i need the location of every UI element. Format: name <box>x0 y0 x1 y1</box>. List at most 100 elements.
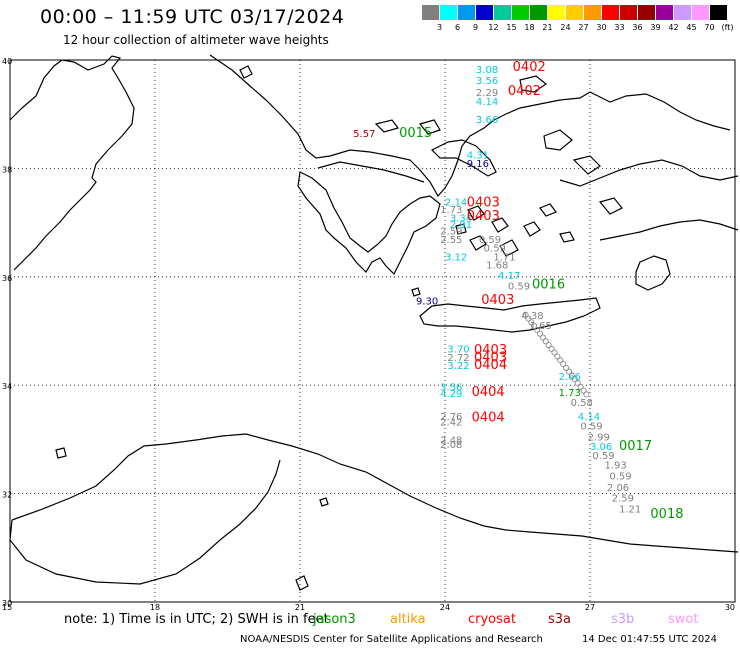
legend-label: 39 <box>650 23 661 32</box>
legend-label: 27 <box>578 23 589 32</box>
wave-height-observations: 3.083.562.294.143.665.574.319.162.141.73… <box>353 65 641 516</box>
wave-height-label: 1.21 <box>619 505 641 516</box>
track-mark <box>574 380 581 387</box>
footer-timestamp: 14 Dec 01:47:55 UTC 2024 <box>582 634 717 645</box>
track-mark <box>560 361 567 368</box>
legend-label: 21 <box>542 23 553 32</box>
legend-swatch <box>584 5 601 20</box>
pass-id-label: 0403 <box>474 350 507 365</box>
wave-height-label: 1.73 <box>440 205 462 216</box>
pass-id-label: 0404 <box>472 385 505 400</box>
chart-title: 00:00 – 11:59 UTC 03/17/2024 <box>40 6 345 28</box>
pass-id-label: 0403 <box>467 195 500 210</box>
wave-height-label: 0.59 <box>609 472 631 483</box>
track-mark <box>525 315 532 322</box>
legend-label: 24 <box>560 23 571 32</box>
wave-height-label: 4.29 <box>440 389 462 400</box>
pass-id-label: 0017 <box>619 439 652 454</box>
wave-height-label: 3.56 <box>440 383 462 394</box>
legend-swatch <box>458 5 475 20</box>
coastline-italy <box>9 55 135 271</box>
lat-tick-label: 30 <box>2 599 12 608</box>
wave-height-label: 0.59 <box>479 235 501 246</box>
wave-height-label: 5.57 <box>353 129 375 140</box>
wave-height-label: 0.58 <box>571 398 593 409</box>
pass-id-label: 0402 <box>513 60 546 75</box>
satellite-label-s3a: s3a <box>548 612 572 627</box>
satellite-label-swot: swot <box>668 612 699 627</box>
wave-height-label: 2.29 <box>476 88 498 99</box>
lat-lon-grid <box>10 60 735 602</box>
legend-swatch <box>530 5 547 20</box>
wave-height-label: 3.08 <box>476 65 498 76</box>
legend-label: 12 <box>488 23 499 32</box>
pass-id-label: 0402 <box>508 84 541 99</box>
lon-tick-label: 30 <box>725 603 735 612</box>
wave-height-label: 3.06 <box>590 442 612 453</box>
wave-height-label: 2.76 <box>440 412 462 423</box>
coastline-north-aegean <box>374 75 623 215</box>
legend-swatch <box>674 5 691 20</box>
track-mark <box>545 342 552 349</box>
track-mark <box>522 311 529 318</box>
legend-swatch <box>656 5 673 20</box>
wave-height-label: 4.14 <box>476 97 498 108</box>
lon-tick-label: 27 <box>585 603 595 612</box>
legend-label: 30 <box>596 23 607 32</box>
wave-height-label: 3.22 <box>447 361 469 372</box>
legend-label: 15 <box>506 23 517 32</box>
map-border <box>9 59 736 603</box>
wave-height-label: 9.16 <box>467 159 489 170</box>
legend-swatch <box>494 5 511 20</box>
coastline-islets <box>55 65 421 591</box>
legend-label: 18 <box>524 23 535 32</box>
lat-tick-label: 40 <box>2 57 12 66</box>
wave-height-label: 1.71 <box>493 253 515 264</box>
legend-swatch <box>692 5 709 20</box>
lon-tick-label: 21 <box>295 603 305 612</box>
wave-height-label: 2.48 <box>440 436 462 447</box>
legend-swatch <box>710 5 727 20</box>
track-mark <box>542 338 549 345</box>
lat-tick-label: 32 <box>2 491 12 500</box>
wave-height-label: 3.12 <box>445 253 467 264</box>
coastline-cyclades <box>455 203 575 257</box>
coastline-balkans <box>209 54 591 198</box>
legend-label: 9 <box>472 23 479 32</box>
legend-label: 70 <box>704 23 715 32</box>
track-mark <box>528 319 535 326</box>
track-mark <box>580 387 587 394</box>
track-mark <box>566 368 573 375</box>
wave-height-label: 3.56 <box>476 76 498 87</box>
dense-track <box>522 311 590 398</box>
legend-label: 36 <box>632 23 643 32</box>
note-text: note: 1) Time is in UTC; 2) SWH is in fe… <box>64 612 329 627</box>
coastline-gulf-sirte <box>9 459 281 585</box>
wave-height-label: 2.72 <box>447 353 469 364</box>
track-mark <box>548 345 555 352</box>
track-mark <box>563 364 570 371</box>
legend-swatch <box>548 5 565 20</box>
wave-height-label: 2.06 <box>607 483 629 494</box>
coastline-peloponnese <box>297 171 441 276</box>
wave-height-label: 2.59 <box>612 494 634 505</box>
track-mark <box>557 357 564 364</box>
wave-height-label: 4.38 <box>521 311 543 322</box>
wave-height-label: 0.59 <box>592 451 614 462</box>
pass-id-label: 0015 <box>399 126 432 141</box>
lat-tick-label: 34 <box>2 382 12 391</box>
coastline-corinth <box>317 161 425 183</box>
wave-height-label: 0.59 <box>484 243 506 254</box>
map-frame <box>9 59 736 603</box>
lon-tick-label: 18 <box>150 603 160 612</box>
track-mark <box>554 353 561 360</box>
wave-height-label: 3.34 <box>450 214 472 225</box>
satellite-label-altika: altika <box>390 612 426 627</box>
wave-height-label: 2.99 <box>588 432 610 443</box>
satellite-label-s3b: s3b <box>611 612 635 627</box>
track-mark <box>571 376 578 383</box>
pass-id-label: 0018 <box>650 507 683 522</box>
wave-height-label: 0.59 <box>580 422 602 433</box>
pass-id-label: 0016 <box>532 278 565 293</box>
